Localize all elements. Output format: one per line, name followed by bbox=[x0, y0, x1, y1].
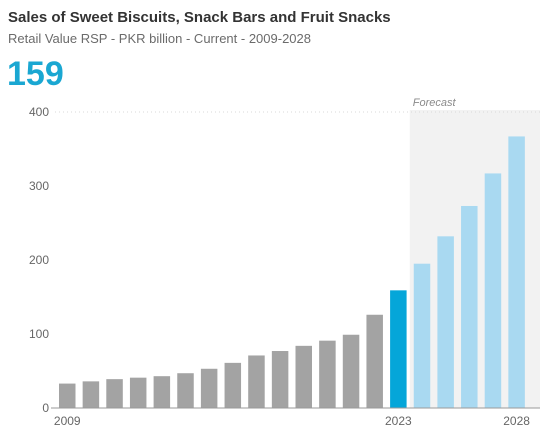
bar-2015 bbox=[200, 368, 218, 408]
chart-title: Sales of Sweet Biscuits, Snack Bars and … bbox=[8, 9, 391, 26]
forecast-label: Forecast bbox=[413, 97, 457, 109]
chart-subtitle: Retail Value RSP - PKR billion - Current… bbox=[8, 31, 311, 46]
x-tick-label-2028: 2028 bbox=[503, 414, 530, 428]
bar-2022 bbox=[366, 314, 383, 408]
bar-2028 bbox=[508, 136, 525, 409]
bar-2009 bbox=[59, 383, 76, 408]
bar-2023 bbox=[390, 290, 407, 408]
bar-2014 bbox=[177, 373, 194, 408]
bar-2011 bbox=[106, 379, 123, 408]
bar-2019 bbox=[295, 345, 312, 408]
bar-2025 bbox=[437, 236, 454, 408]
bar-2021 bbox=[342, 334, 360, 408]
x-tick-label-2009: 2009 bbox=[54, 414, 81, 428]
y-tick-label: 300 bbox=[29, 179, 49, 193]
bar-2027 bbox=[484, 173, 502, 408]
bar-2016 bbox=[224, 362, 242, 408]
y-tick-label: 100 bbox=[29, 327, 49, 341]
bar-2010 bbox=[82, 381, 100, 408]
bar-2018 bbox=[271, 351, 289, 408]
y-tick-label: 200 bbox=[29, 253, 49, 267]
bar-2020 bbox=[319, 340, 336, 408]
x-tick-label-2023: 2023 bbox=[385, 414, 412, 428]
bar-2013 bbox=[153, 376, 171, 408]
bar-2012 bbox=[129, 377, 147, 408]
y-tick-label: 0 bbox=[42, 401, 49, 415]
headline-value: 159 bbox=[7, 55, 64, 93]
bar-2017 bbox=[248, 355, 265, 408]
bar-2026 bbox=[461, 205, 478, 408]
bar-2024 bbox=[413, 263, 431, 408]
y-tick-label: 400 bbox=[29, 105, 49, 119]
